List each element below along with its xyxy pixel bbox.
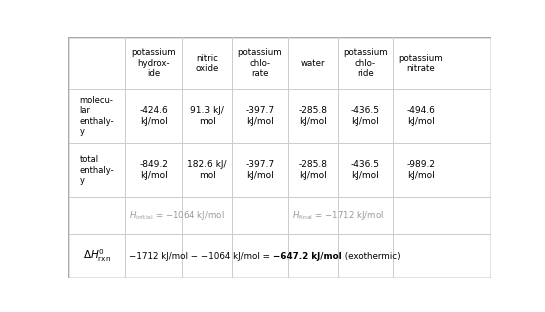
Text: -494.6
kJ/mol: -494.6 kJ/mol [407, 106, 435, 126]
Text: molecu-
lar
enthaly-
y: molecu- lar enthaly- y [80, 96, 114, 136]
Text: -397.7
kJ/mol: -397.7 kJ/mol [245, 106, 275, 126]
Text: $\mathit{H}_{\mathrm{initial}}$ = −1064 kJ/mol: $\mathit{H}_{\mathrm{initial}}$ = −1064 … [129, 209, 225, 222]
Text: -989.2
kJ/mol: -989.2 kJ/mol [407, 160, 435, 180]
Text: 91.3 kJ/
mol: 91.3 kJ/ mol [190, 106, 224, 126]
Text: nitric
oxide: nitric oxide [196, 54, 219, 73]
Text: -424.6
kJ/mol: -424.6 kJ/mol [140, 106, 168, 126]
Text: -285.8
kJ/mol: -285.8 kJ/mol [298, 106, 327, 126]
Text: $\mathit{H}_{\mathrm{final}}$ = −1712 kJ/mol: $\mathit{H}_{\mathrm{final}}$ = −1712 kJ… [292, 209, 384, 222]
Text: potassium
chlo-
rate: potassium chlo- rate [238, 48, 282, 78]
Text: (exothermic): (exothermic) [342, 251, 401, 261]
Text: potassium
chlo-
ride: potassium chlo- ride [343, 48, 388, 78]
Text: water: water [300, 59, 325, 68]
Text: −1712 kJ/mol − −1064 kJ/mol =: −1712 kJ/mol − −1064 kJ/mol = [129, 251, 273, 261]
Text: -849.2
kJ/mol: -849.2 kJ/mol [139, 160, 168, 180]
Text: -285.8
kJ/mol: -285.8 kJ/mol [298, 160, 327, 180]
Text: potassium
nitrate: potassium nitrate [398, 54, 443, 73]
Text: -436.5
kJ/mol: -436.5 kJ/mol [351, 106, 380, 126]
Text: −647.2 kJ/mol: −647.2 kJ/mol [273, 251, 342, 261]
Text: 182.6 kJ/
mol: 182.6 kJ/ mol [187, 160, 227, 180]
Text: potassium
hydrox-
ide: potassium hydrox- ide [131, 48, 176, 78]
Text: $\Delta H^{0}_{\mathrm{rxn}}$: $\Delta H^{0}_{\mathrm{rxn}}$ [83, 248, 111, 265]
Text: -436.5
kJ/mol: -436.5 kJ/mol [351, 160, 380, 180]
Text: total
enthaly-
y: total enthaly- y [80, 155, 114, 185]
Text: -397.7
kJ/mol: -397.7 kJ/mol [245, 160, 275, 180]
